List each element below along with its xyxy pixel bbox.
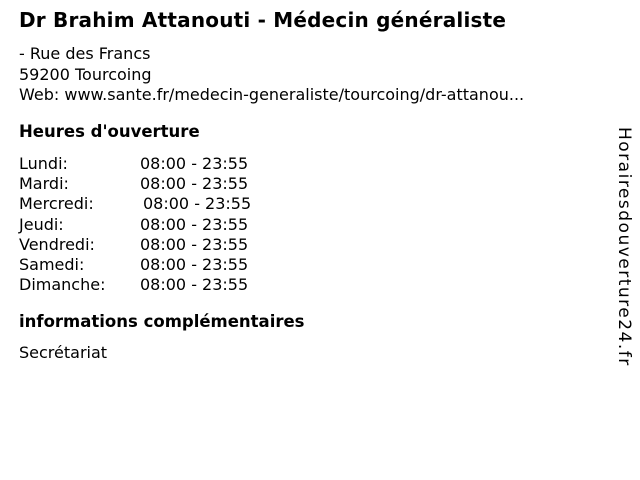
hours-row: Vendredi: 08:00 - 23:55: [19, 235, 251, 255]
day-label: Samedi:: [19, 255, 85, 275]
day-label: Dimanche:: [19, 275, 106, 295]
time-range: 08:00 - 23:55: [140, 255, 249, 275]
hours-row: Jeudi: 08:00 - 23:55: [19, 215, 251, 235]
hours-row: Dimanche: 08:00 - 23:55: [19, 275, 251, 295]
hours-row: Mercredi: 08:00 - 23:55: [19, 194, 251, 214]
day-label: Vendredi:: [19, 234, 95, 254]
time-range: 08:00 - 23:55: [140, 234, 249, 254]
hours-row: Lundi: 08:00 - 23:55: [19, 154, 251, 174]
day-label: Jeudi:: [19, 214, 64, 234]
day-label: Mardi:: [19, 174, 69, 194]
website-line: Web: www.sante.fr/medecin-generaliste/to…: [19, 85, 525, 104]
hours-row: Mardi: 08:00 - 23:55: [19, 174, 251, 194]
address-city: 59200 Tourcoing: [19, 64, 152, 84]
watermark-brand: Horairesdouverture24.fr: [614, 127, 634, 367]
hours-row: Samedi: 08:00 - 23:55: [19, 255, 251, 275]
time-range: 08:00 - 23:55: [140, 174, 249, 194]
time-range: 08:00 - 23:55: [140, 275, 249, 295]
page-title: Dr Brahim Attanouti - Médecin généralist…: [19, 8, 507, 32]
day-label: Lundi:: [19, 154, 68, 173]
time-range: 08:00 - 23:55: [140, 214, 249, 234]
time-range: 08:00 - 23:55: [140, 154, 249, 173]
day-label: Mercredi:: [19, 194, 94, 214]
opening-hours-table: Lundi: 08:00 - 23:55 Mardi: 08:00 - 23:5…: [19, 154, 251, 295]
address-street: - Rue des Francs: [19, 44, 151, 63]
additional-info-text: Secrétariat: [19, 343, 108, 362]
address-block: - Rue des Francs 59200 Tourcoing Web: ww…: [19, 44, 524, 106]
opening-hours-heading: Heures d'ouverture: [19, 122, 200, 141]
time-range: 08:00 - 23:55: [143, 194, 252, 214]
additional-info-heading: informations complémentaires: [19, 312, 305, 331]
